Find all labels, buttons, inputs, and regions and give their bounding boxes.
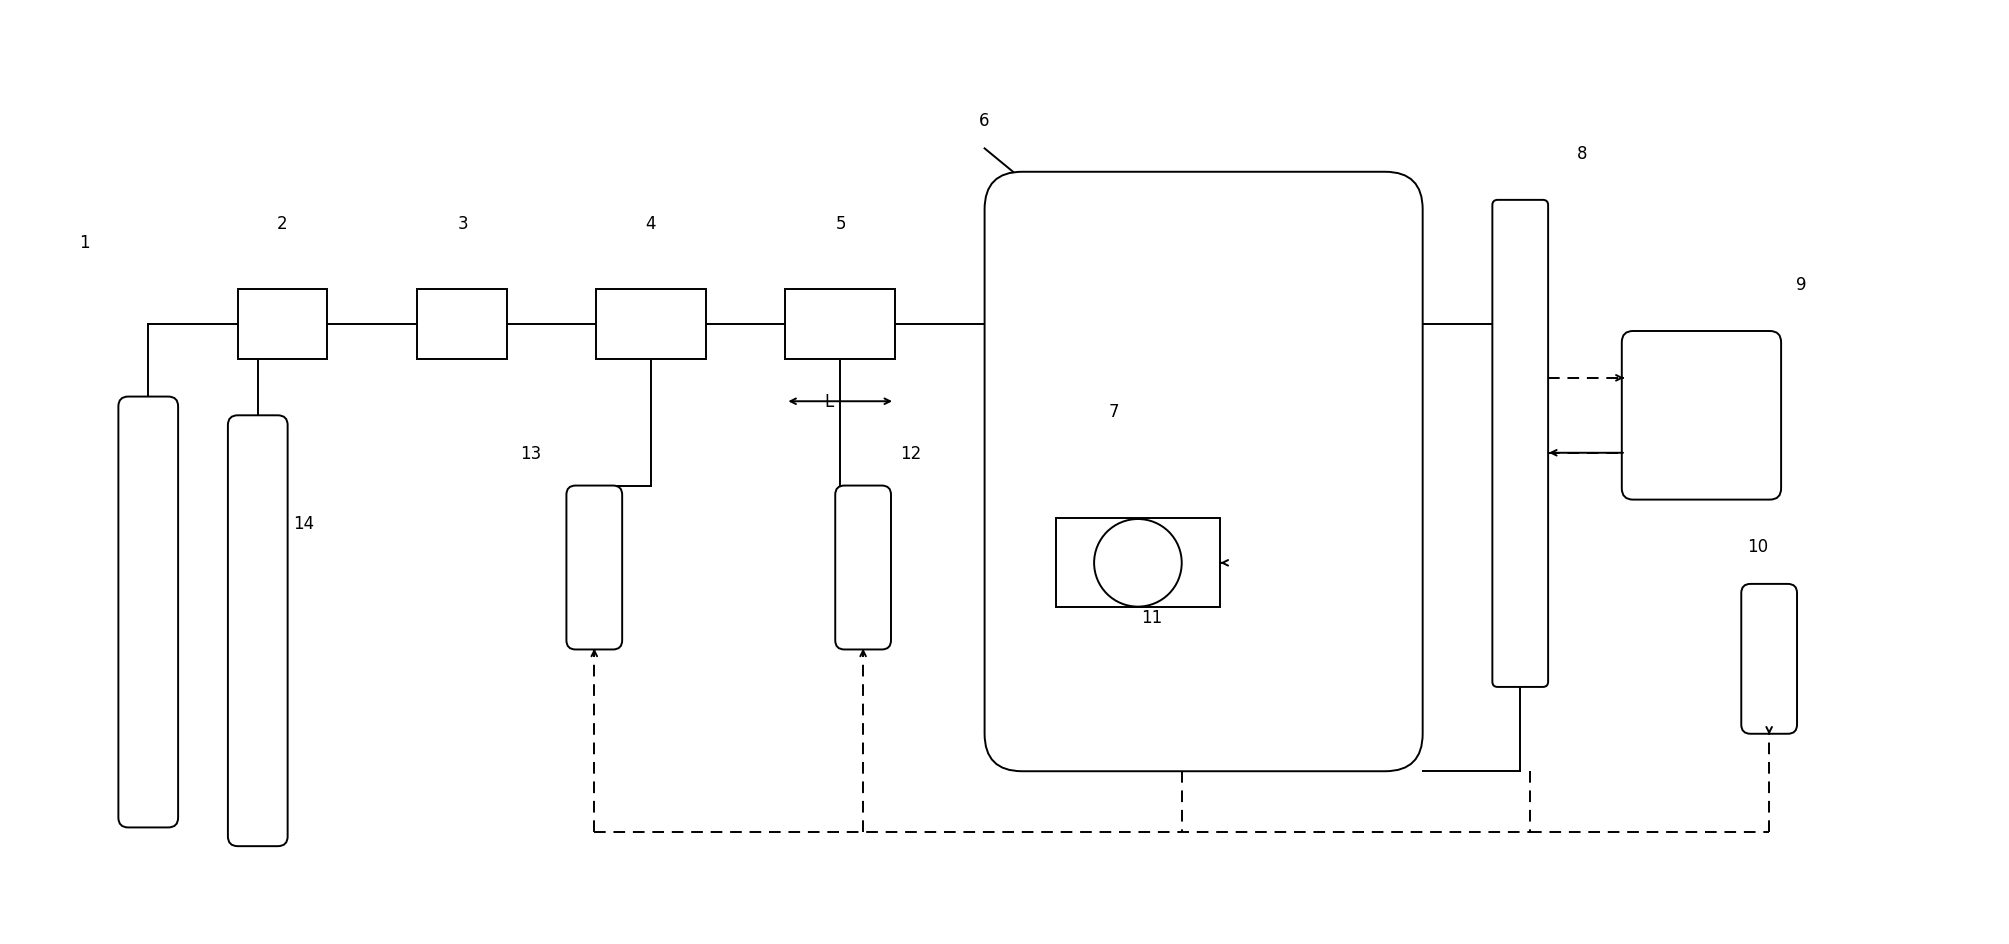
FancyBboxPatch shape: [984, 173, 1422, 771]
Text: 5: 5: [836, 215, 846, 233]
FancyBboxPatch shape: [1493, 201, 1549, 687]
Text: 12: 12: [900, 445, 922, 463]
Text: 7: 7: [1109, 402, 1119, 420]
Text: 11: 11: [1141, 608, 1163, 626]
Text: 13: 13: [520, 445, 540, 463]
FancyBboxPatch shape: [119, 397, 179, 828]
Text: 9: 9: [1796, 276, 1806, 294]
Bar: [1057, 519, 1219, 608]
Text: 3: 3: [458, 215, 468, 233]
FancyBboxPatch shape: [227, 416, 287, 846]
Bar: [418, 290, 506, 360]
Text: 2: 2: [277, 215, 287, 233]
Text: 10: 10: [1746, 538, 1768, 556]
Text: 1: 1: [78, 234, 90, 252]
FancyBboxPatch shape: [1742, 584, 1796, 734]
Bar: [786, 290, 894, 360]
Text: 6: 6: [978, 112, 990, 130]
Text: L: L: [824, 393, 834, 411]
Text: 8: 8: [1577, 144, 1587, 163]
FancyBboxPatch shape: [836, 486, 892, 649]
Text: 4: 4: [645, 215, 655, 233]
Bar: [597, 290, 705, 360]
Bar: [237, 290, 327, 360]
FancyBboxPatch shape: [1621, 331, 1782, 500]
FancyBboxPatch shape: [567, 486, 623, 649]
Text: 14: 14: [293, 514, 313, 532]
Circle shape: [1095, 519, 1181, 607]
